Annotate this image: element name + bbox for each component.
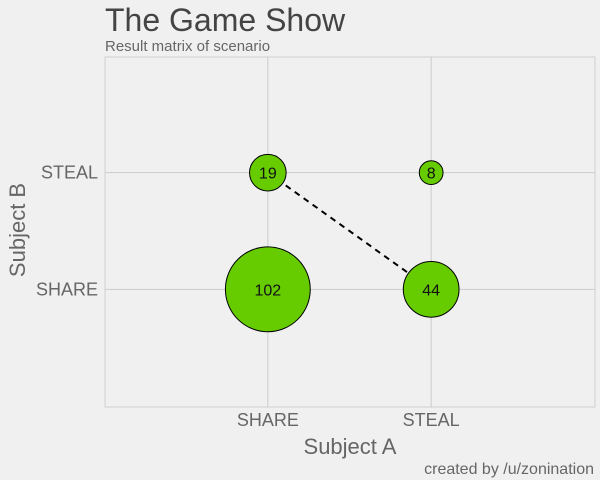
connector-layer <box>267 171 432 291</box>
bubble <box>402 260 460 318</box>
bubble-layer: 102 19 44 8 <box>224 153 460 333</box>
bubble-label: 44 <box>422 282 440 299</box>
credit-text: created by /u/zonination <box>424 461 594 478</box>
tick-layer: SHARE STEAL SHARE STEAL <box>36 163 460 430</box>
bubble-label: 8 <box>427 166 436 183</box>
bubble-label: 19 <box>259 166 277 183</box>
y-tick-label: SHARE <box>36 279 98 299</box>
y-tick-label: STEAL <box>41 163 98 183</box>
bubble-label: 102 <box>254 282 281 299</box>
chart-title: The Game Show <box>105 2 346 38</box>
chart-subtitle: Result matrix of scenario <box>105 38 270 55</box>
x-axis-title: Subject A <box>304 434 397 459</box>
y-axis-title: Subject B <box>5 183 30 277</box>
connector-line <box>267 171 432 291</box>
bubble <box>249 153 287 192</box>
grid <box>105 57 595 407</box>
x-tick-label: SHARE <box>237 410 299 430</box>
x-tick-label: STEAL <box>403 410 460 430</box>
bubble <box>224 246 311 333</box>
bubble <box>418 160 444 186</box>
